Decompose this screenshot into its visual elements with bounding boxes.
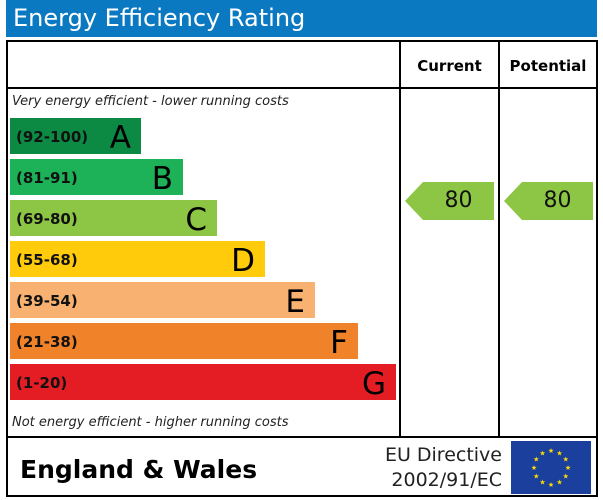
band-letter: E [285,284,305,320]
band-range: (39-54) [16,292,78,310]
band-letter: G [361,366,386,402]
band-a: (92-100) A [10,118,141,156]
eu-directive: EU Directive 2002/91/EC [372,443,502,493]
star-icon: ★ [565,464,571,472]
rating-table [6,40,598,497]
directive-line-1: EU Directive [384,444,502,466]
band-range: (81-91) [16,169,78,187]
header-divider [6,87,598,89]
star-icon: ★ [563,456,569,464]
top-note: Very energy efficient - lower running co… [12,94,289,109]
chart-title: Energy Efficiency Rating [6,0,597,37]
star-icon: ★ [556,479,562,487]
band-range: (69-80) [16,210,78,228]
star-icon: ★ [556,449,562,457]
current-column-header: Current [417,57,482,75]
band-e: (39-54) E [10,282,315,320]
band-b: (81-91) B [10,159,183,197]
star-icon: ★ [563,473,569,481]
potential-column-header: Potential [509,57,587,75]
band-letter: D [231,243,255,279]
band-letter: C [185,202,207,238]
band-range: (55-68) [16,251,78,269]
region-label: England & Wales [20,455,258,484]
current-rating-arrow: 80 [405,182,494,220]
star-icon: ★ [539,449,545,457]
star-icon: ★ [539,479,545,487]
star-icon: ★ [548,481,554,489]
bottom-note: Not energy efficient - higher running co… [12,415,289,430]
footer-divider [6,436,598,438]
band-range: (1-20) [16,374,68,392]
band-f: (21-38) F [10,323,358,361]
current-rating-value: 80 [444,188,473,213]
band-g: (1-20) G [10,364,396,402]
band-range: (92-100) [16,128,89,146]
band-d: (55-68) D [10,241,265,279]
directive-line-2: 2002/91/EC [391,469,502,491]
potential-rating-value: 80 [543,188,572,213]
star-icon: ★ [531,464,537,472]
potential-rating-arrow: 80 [504,182,593,220]
star-icon: ★ [533,456,539,464]
band-letter: B [151,161,173,197]
band-letter: F [330,325,348,361]
eu-flag-icon: ★ ★ ★ ★ ★ ★ ★ ★ ★ ★ ★ ★ [511,441,591,494]
star-icon: ★ [533,473,539,481]
column-divider [498,40,500,438]
band-c: (69-80) C [10,200,217,238]
band-range: (21-38) [16,333,78,351]
band-letter: A [109,120,131,156]
column-divider [399,40,401,438]
star-icon: ★ [548,447,554,455]
